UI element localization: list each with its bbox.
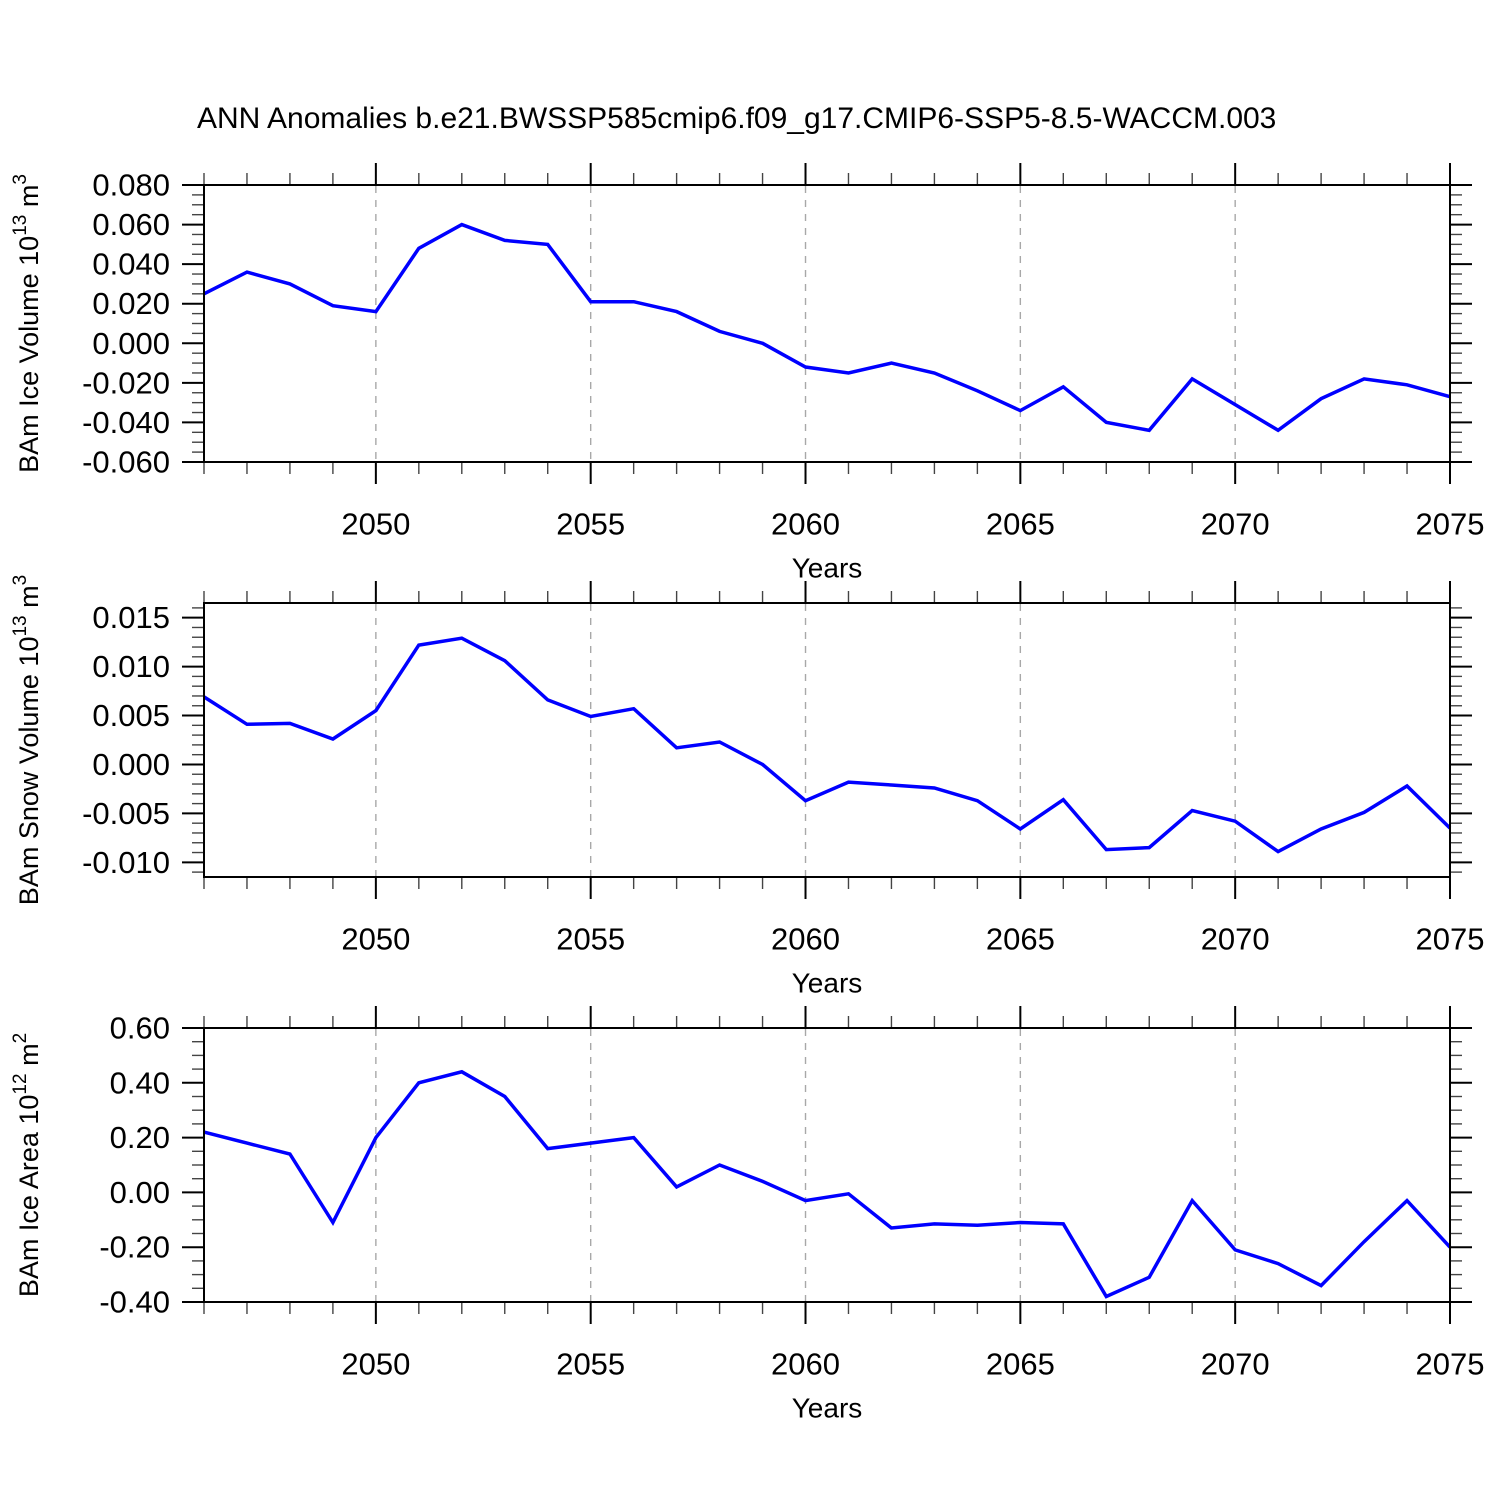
y-tick-label: 0.020 bbox=[92, 286, 170, 321]
panels-group: 0.080 0.060 0.040 0.020 0.000 -0.020 -0.040 -0.… bbox=[10, 163, 1484, 1424]
y-tick-label: 0.20 bbox=[110, 1120, 170, 1155]
x-axis-title: Years bbox=[792, 968, 863, 999]
y-tick-label: -0.040 bbox=[82, 405, 170, 440]
series-line-ice-volume bbox=[203, 222, 1451, 433]
x-tick-label: 2075 bbox=[1416, 507, 1485, 542]
y-axis-title: BAm Snow Volume 1013 m3 bbox=[10, 575, 44, 905]
x-tick-label: 2070 bbox=[1201, 1347, 1270, 1382]
y-tick-label: 0.080 bbox=[92, 168, 170, 203]
x-tick-label: 2060 bbox=[771, 922, 840, 957]
y-tick-label: 0.010 bbox=[92, 649, 170, 684]
series-line-ice-area bbox=[203, 1069, 1452, 1299]
y-axis-title: BAm Ice Volume 1013 m3 bbox=[10, 174, 44, 473]
y-tick-label: 0.00 bbox=[110, 1175, 170, 1210]
panel-snow-volume: 0.015 0.010 0.005 0.000 -0.005 -0.010 2050 2055… bbox=[10, 575, 1484, 999]
plot-box bbox=[203, 602, 1451, 878]
y-tick-label: 0.000 bbox=[92, 326, 170, 361]
x-axis-title: Years bbox=[792, 553, 863, 584]
series-line-snow-volume bbox=[203, 636, 1452, 854]
y-tick-label: 0.015 bbox=[92, 600, 170, 635]
plot-box bbox=[203, 184, 1451, 463]
y-tick-label: -0.010 bbox=[82, 845, 170, 880]
x-tick-label: 2055 bbox=[556, 1347, 625, 1382]
y-tick-label: 0.060 bbox=[92, 207, 170, 242]
x-tick-label: 2065 bbox=[986, 1347, 1055, 1382]
x-tick-label: 2070 bbox=[1201, 922, 1270, 957]
panel-ice-area: 0.60 0.40 0.20 0.00 -0.20 -0.40 2050 2055 2060 20… bbox=[10, 1006, 1484, 1424]
x-tick-label: 2065 bbox=[986, 922, 1055, 957]
x-tick-label: 2065 bbox=[986, 507, 1055, 542]
y-tick-label: 0.005 bbox=[92, 698, 170, 733]
x-axis-title: Years bbox=[792, 1393, 863, 1424]
x-tick-label: 2050 bbox=[341, 922, 410, 957]
x-tick-label: 2050 bbox=[341, 507, 410, 542]
plot-box bbox=[203, 1027, 1451, 1303]
y-tick-label: 0.000 bbox=[92, 747, 170, 782]
panel-ice-volume: 0.080 0.060 0.040 0.020 0.000 -0.020 -0.040 -0.… bbox=[10, 163, 1484, 584]
x-tick-label: 2055 bbox=[556, 507, 625, 542]
y-tick-label: 0.60 bbox=[110, 1011, 170, 1046]
y-tick-label: -0.020 bbox=[82, 365, 170, 400]
x-tick-label: 2050 bbox=[341, 1347, 410, 1382]
x-tick-label: 2055 bbox=[556, 922, 625, 957]
y-tick-label: -0.005 bbox=[82, 796, 170, 831]
y-tick-label: -0.40 bbox=[99, 1285, 170, 1320]
x-tick-label: 2060 bbox=[771, 1347, 840, 1382]
figure-title: ANN Anomalies b.e21.BWSSP585cmip6.f09_g1… bbox=[197, 102, 1276, 135]
y-axis-title: BAm Ice Area 1012 m2 bbox=[10, 1033, 44, 1297]
x-tick-label: 2060 bbox=[771, 507, 840, 542]
x-tick-label: 2075 bbox=[1416, 922, 1485, 957]
x-tick-label: 2075 bbox=[1416, 1347, 1485, 1382]
y-tick-label: 0.040 bbox=[92, 247, 170, 282]
y-tick-label: -0.20 bbox=[99, 1230, 170, 1265]
y-tick-label: -0.060 bbox=[82, 445, 170, 480]
y-tick-label: 0.40 bbox=[110, 1065, 170, 1100]
x-tick-label: 2070 bbox=[1201, 507, 1270, 542]
